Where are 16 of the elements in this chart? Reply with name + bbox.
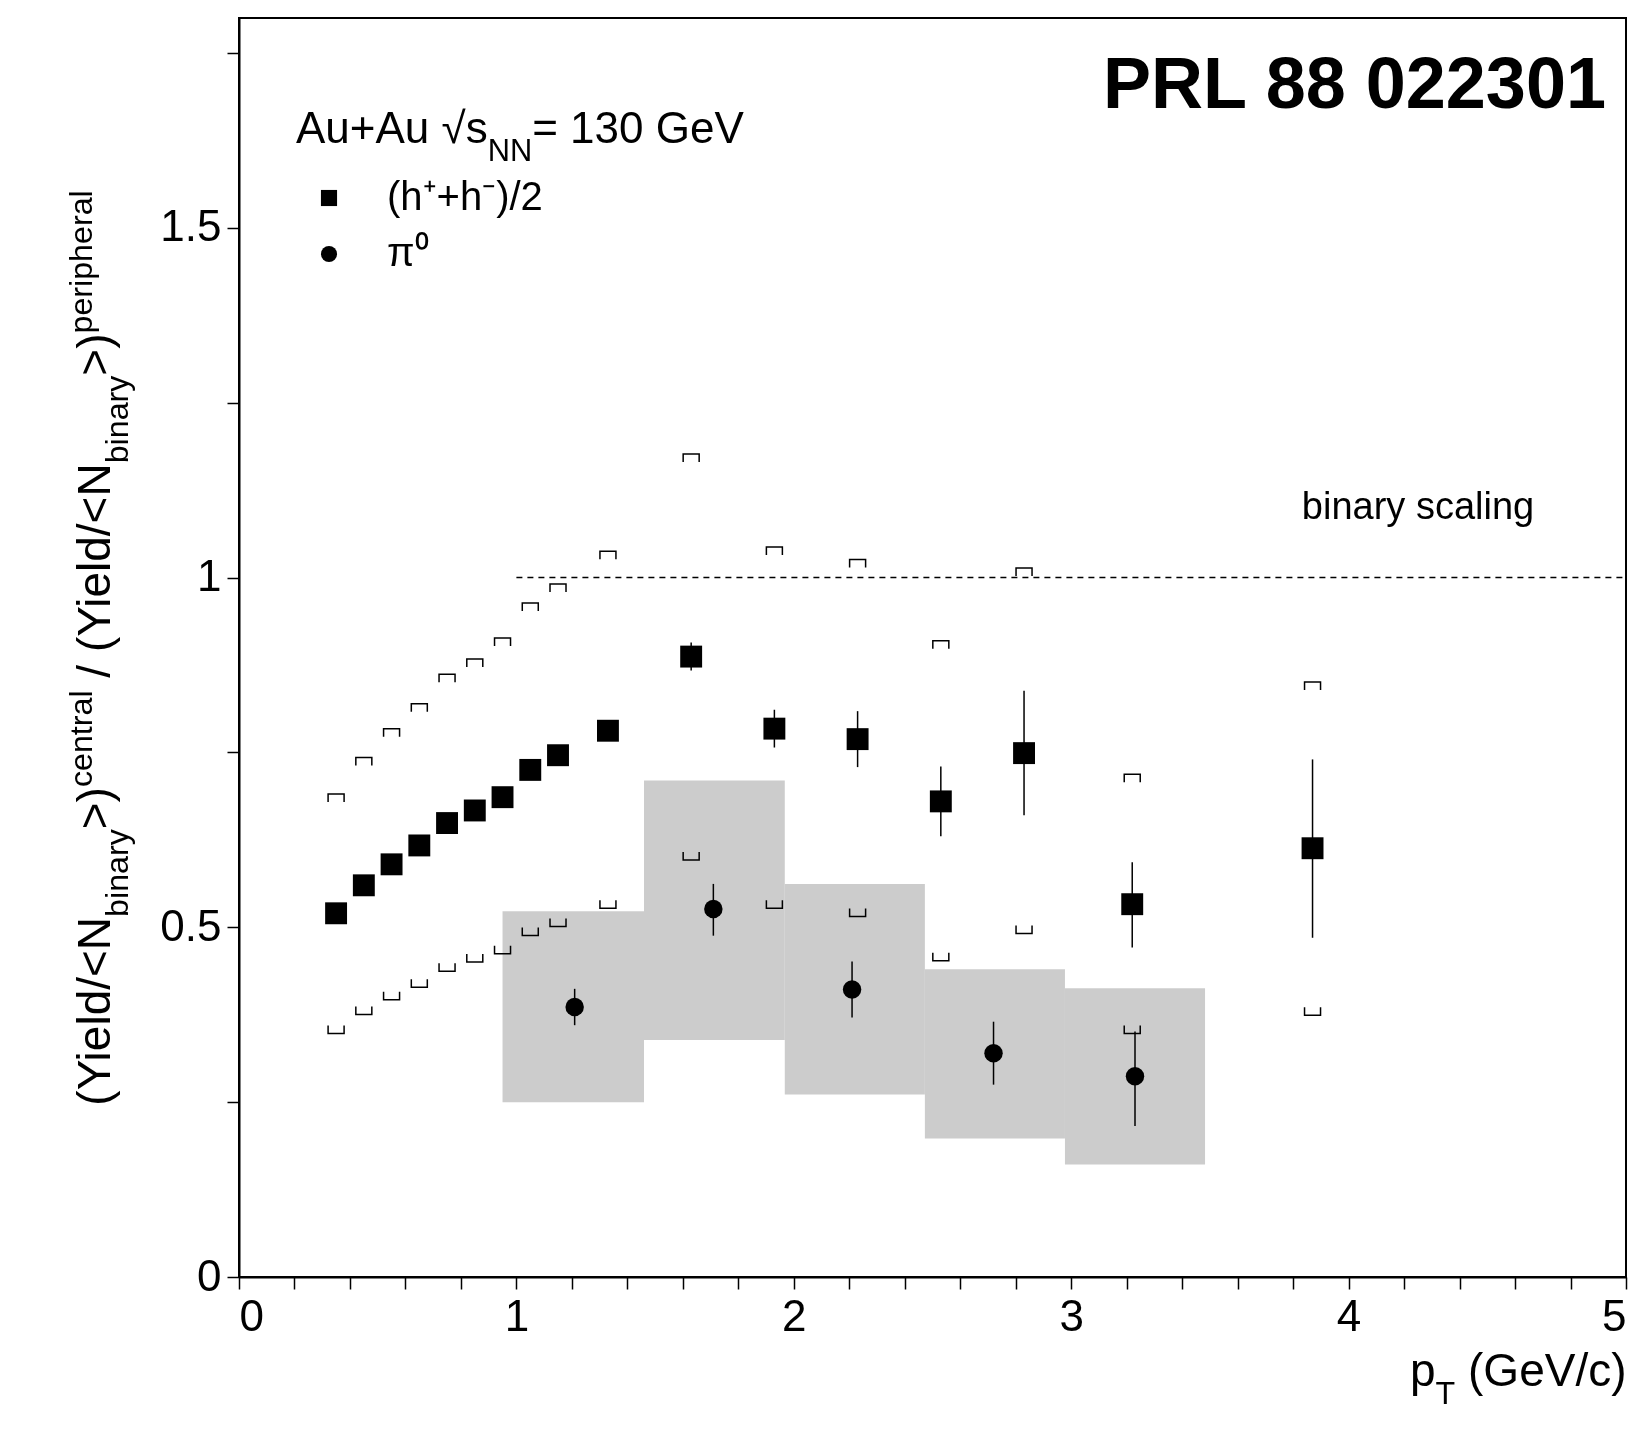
x-tick-label: 3 (1059, 1290, 1084, 1340)
x-axis-title: p$_{T}$ (GeV/c) (1409, 1343, 1627, 1411)
annotation: binary scaling (1301, 485, 1535, 527)
x-tick-label: 1 (504, 1290, 530, 1340)
y-tick-label: 1 (197, 551, 222, 601)
annotation: PRL 88 022301 (1102, 43, 1606, 123)
x-tick-label: 2 (782, 1290, 807, 1340)
x-tick-label: 4 (1336, 1290, 1362, 1340)
legend-label: π⁰ (387, 230, 429, 274)
y-tick-label: 0.5 (160, 900, 222, 950)
legend-label: (h⁺+h⁻)/2 (387, 174, 543, 218)
y-tick-label: 1.5 (160, 201, 222, 251)
x-tick-label: 5 (1602, 1290, 1627, 1340)
x-tick-label: 0 (239, 1290, 264, 1340)
annotation: Au+Au √s$_{NN}$= 130 GeV (296, 103, 745, 168)
y-tick-label: 0 (197, 1250, 222, 1300)
